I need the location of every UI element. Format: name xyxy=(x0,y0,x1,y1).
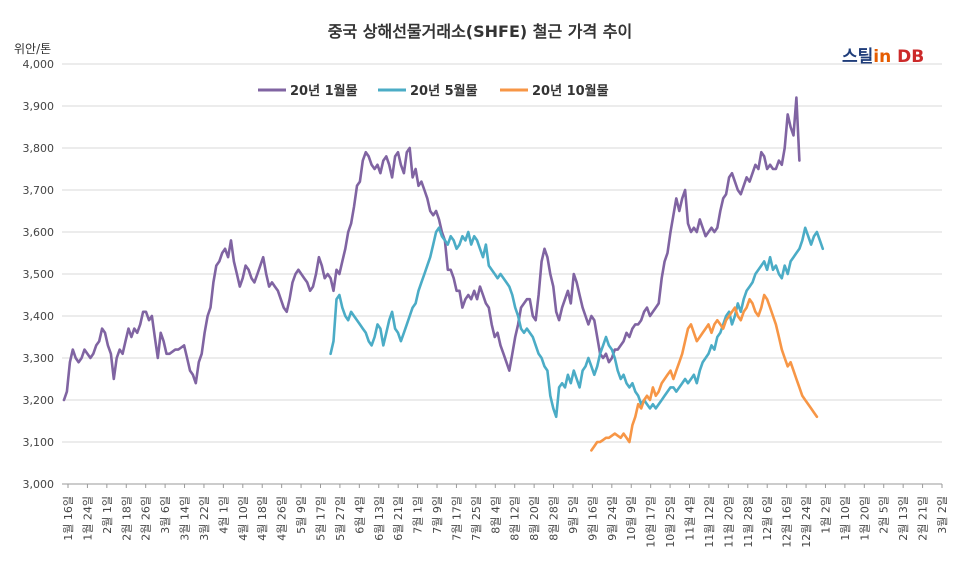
x-tick-label: 1월 10일 xyxy=(838,496,852,541)
x-tick-label: 4월 1일 xyxy=(216,496,230,534)
x-tick-label: 12월 16일 xyxy=(780,496,794,548)
x-tick-label: 3월 14일 xyxy=(178,496,192,541)
x-tick-label: 1월 24일 xyxy=(80,496,94,541)
x-tick-label: 12월 6일 xyxy=(760,496,774,541)
x-tick-label: 7월 1일 xyxy=(411,496,425,534)
legend-label: 20년 1월물 xyxy=(290,83,358,99)
x-tick-label: 1월 20일 xyxy=(857,496,871,541)
series-line-3 xyxy=(590,293,819,452)
x-tick-label: 6월 21일 xyxy=(391,496,405,541)
y-tick-label: 3,300 xyxy=(23,352,55,365)
x-tick-label: 2월 13일 xyxy=(896,496,910,541)
x-tick-label: 8월 28일 xyxy=(547,496,561,541)
x-tick-label: 7월 17일 xyxy=(449,496,463,541)
y-tick-label: 4,000 xyxy=(23,58,55,71)
x-tick-label: 3월 6일 xyxy=(158,496,172,534)
x-tick-label: 1월 16일 xyxy=(61,496,75,541)
y-tick-label: 3,100 xyxy=(23,436,55,449)
x-tick-label: 3월 2일 xyxy=(935,496,949,534)
legend-label: 20년 5월물 xyxy=(410,83,478,99)
x-tick-label: 11월 20일 xyxy=(721,496,735,548)
y-tick-label: 3,900 xyxy=(23,100,55,113)
x-tick-label: 4월 18일 xyxy=(255,496,269,541)
x-tick-label: 7월 9일 xyxy=(430,496,444,534)
y-tick-label: 3,200 xyxy=(23,394,55,407)
chart-title: 중국 상해선물거래소(SHFE) 철근 가격 추이 xyxy=(327,22,633,41)
x-tick-label: 8월 4일 xyxy=(488,496,502,534)
x-tick-label: 8월 12일 xyxy=(508,496,522,541)
x-tick-label: 11월 28일 xyxy=(741,496,755,548)
x-tick-label: 10월 17일 xyxy=(644,496,658,548)
x-tick-label: 6월 13일 xyxy=(372,496,386,541)
y-tick-label: 3,000 xyxy=(23,478,55,491)
x-tick-label: 8월 20일 xyxy=(527,496,541,541)
x-tick-label: 11월 12일 xyxy=(702,496,716,548)
y-tick-label: 3,800 xyxy=(23,142,55,155)
y-axis-unit-label: 위안/톤 xyxy=(14,42,52,56)
y-tick-label: 3,400 xyxy=(23,310,55,323)
x-tick-label: 5월 9일 xyxy=(294,496,308,534)
x-tick-label: 3월 22일 xyxy=(197,496,211,541)
x-tick-label: 9월 24일 xyxy=(605,496,619,541)
series-line-2 xyxy=(329,226,825,419)
y-tick-label: 3,700 xyxy=(23,184,55,197)
x-tick-label: 10월 25일 xyxy=(663,496,677,548)
x-tick-label: 9월 5일 xyxy=(566,496,580,534)
x-tick-label: 2월 21일 xyxy=(916,496,930,541)
x-tick-label: 4월 26일 xyxy=(275,496,289,541)
x-tick-label: 4월 10일 xyxy=(236,496,250,541)
y-tick-label: 3,600 xyxy=(23,226,55,239)
x-tick-label: 10월 9일 xyxy=(624,496,638,541)
steelin-db-logo: 스틸in DB xyxy=(842,47,925,67)
x-tick-label: 12월 24일 xyxy=(799,496,813,548)
x-tick-label: 1월 2일 xyxy=(818,496,832,534)
y-tick-label: 3,500 xyxy=(23,268,55,281)
legend-label: 20년 10월물 xyxy=(532,83,609,99)
x-tick-label: 2월 18일 xyxy=(119,496,133,541)
x-tick-label: 6월 4일 xyxy=(352,496,366,534)
x-tick-label: 11월 4일 xyxy=(683,496,697,541)
x-tick-label: 2월 5일 xyxy=(877,496,891,534)
series-line-1 xyxy=(62,96,801,402)
x-tick-label: 5월 27일 xyxy=(333,496,347,541)
x-tick-label: 9월 16일 xyxy=(585,496,599,541)
x-tick-label: 7월 25일 xyxy=(469,496,483,541)
x-tick-label: 2월 1일 xyxy=(100,496,114,534)
x-tick-label: 5월 17일 xyxy=(313,496,327,541)
x-tick-label: 2월 26일 xyxy=(139,496,153,541)
